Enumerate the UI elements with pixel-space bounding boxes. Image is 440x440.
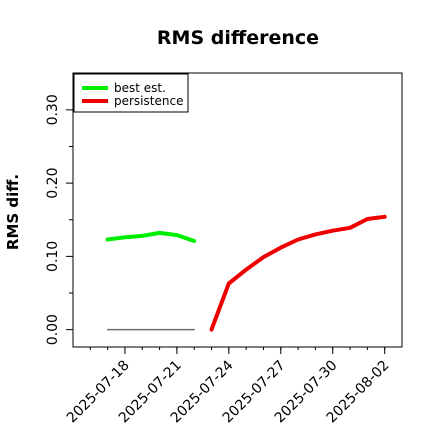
y-axis: 0.00 0.10 0.20 0.30: [45, 94, 73, 345]
x-axis: 2025-07-182025-07-212025-07-242025-07-27…: [64, 347, 393, 426]
y-tick-label: 0.10: [45, 241, 61, 272]
y-axis-label: RMS diff.: [4, 174, 22, 250]
series-line-best-est: [105, 230, 197, 243]
legend-label-best-est: best est.: [114, 81, 166, 95]
y-tick-label: 0.00: [45, 314, 61, 345]
legend: best est. persistence: [73, 73, 189, 113]
y-tick-label: 0.30: [45, 94, 61, 125]
y-tick-label: 0.20: [45, 168, 61, 199]
plot-frame: [72, 72, 403, 348]
legend-label-persistence: persistence: [114, 94, 183, 108]
chart-title: RMS difference: [157, 27, 319, 49]
legend-box: [73, 73, 189, 113]
series-line-persistence: [209, 214, 387, 332]
series-lines: [105, 214, 387, 332]
